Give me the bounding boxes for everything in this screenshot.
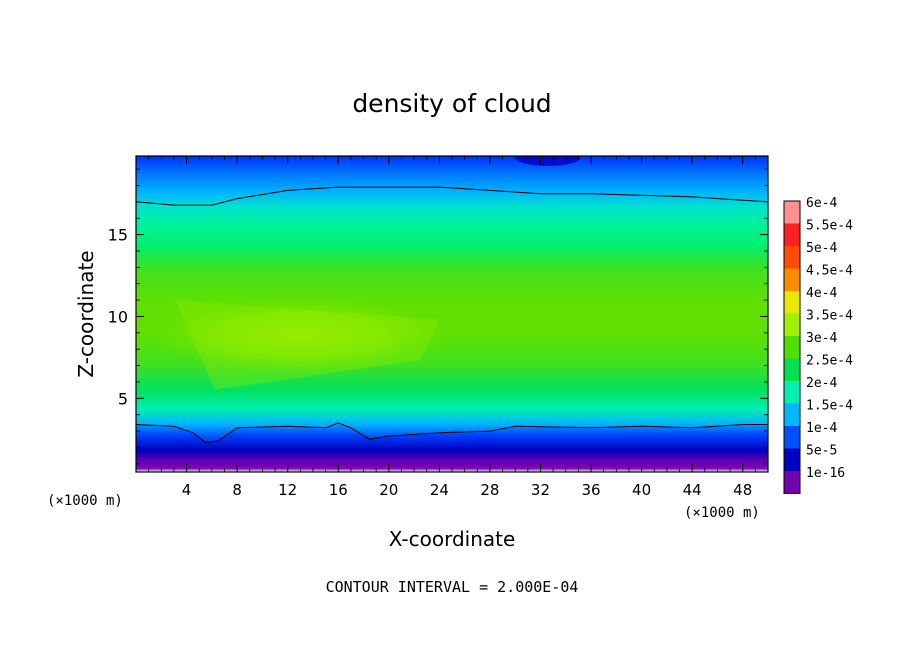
x-tick-label: 40 [632, 481, 651, 499]
colorbar-swatch [784, 381, 800, 404]
x-tick-label: 12 [278, 481, 297, 499]
y-axis-label: Z-coordinate [74, 250, 98, 377]
colorbar-swatch [784, 448, 800, 471]
y-tick-label: 10 [108, 307, 128, 326]
x-tick-label: 20 [379, 481, 398, 499]
contour-interval-note: CONTOUR INTERVAL = 2.000E-04 [326, 578, 579, 596]
colorbar-label: 5.5e-4 [806, 219, 853, 234]
x-tick-label: 48 [733, 481, 752, 499]
colorbar-swatch [784, 358, 800, 381]
colorbar-swatch [784, 268, 800, 291]
contour-line-upper [135, 186, 769, 206]
contour-line-lower [135, 422, 768, 444]
colorbar-swatch [784, 291, 800, 314]
x-tick-label: 44 [683, 481, 702, 499]
x-tick-label: 28 [480, 481, 499, 499]
colorbar-label: 5e-4 [806, 241, 837, 256]
colorbar-swatch [784, 426, 800, 449]
x-tick-label: 24 [430, 481, 449, 499]
colorbar-swatch [784, 313, 800, 336]
colorbar: 6e-4 5.5e-4 5e-4 4.5e-4 4e-4 3.5e-4 3e-4 2.5e-4… [783, 196, 853, 494]
x-tick-label: 32 [531, 481, 550, 499]
x-tick-label: 16 [329, 481, 348, 499]
colorbar-label: 6e-4 [806, 196, 837, 211]
x-tick-label: 36 [581, 481, 600, 499]
x-unit-left: (×1000 m) [47, 493, 123, 509]
colorbar-swatch [784, 471, 800, 494]
x-axis-label: X-coordinate [389, 527, 516, 551]
contour-lines [135, 186, 769, 444]
colorbar-label: 1e-16 [806, 466, 845, 481]
x-axis-ticks: 4 8 12 16 20 24 28 32 36 40 44 48 [148, 156, 756, 499]
y-tick-label: 15 [108, 226, 128, 245]
y-axis-ticks: 5 10 15 [108, 168, 768, 465]
colorbar-label: 3.5e-4 [806, 309, 853, 324]
colorbar-label: 1.5e-4 [806, 399, 853, 414]
x-tick-label: 8 [232, 481, 242, 499]
x-tick-label: 4 [182, 481, 192, 499]
colorbar-label: 1e-4 [806, 421, 837, 436]
colorbar-label: 5e-5 [806, 444, 837, 459]
chart-title: density of cloud [352, 89, 551, 118]
colorbar-label: 4e-4 [806, 286, 837, 301]
x-unit-right: (×1000 m) [684, 505, 760, 521]
y-tick-label: 5 [118, 389, 128, 408]
colorbar-label: 3e-4 [806, 331, 837, 346]
colorbar-swatch [784, 246, 800, 269]
colorbar-swatch [784, 201, 800, 224]
colorbar-label: 4.5e-4 [806, 264, 853, 279]
colorbar-frame [783, 200, 801, 494]
colorbar-swatch [784, 223, 800, 246]
heatmap-field [136, 156, 768, 472]
colorbar-label: 2.5e-4 [806, 354, 853, 369]
colorbar-swatch [784, 336, 800, 359]
colorbar-swatch [784, 403, 800, 426]
colorbar-label: 2e-4 [806, 376, 837, 391]
